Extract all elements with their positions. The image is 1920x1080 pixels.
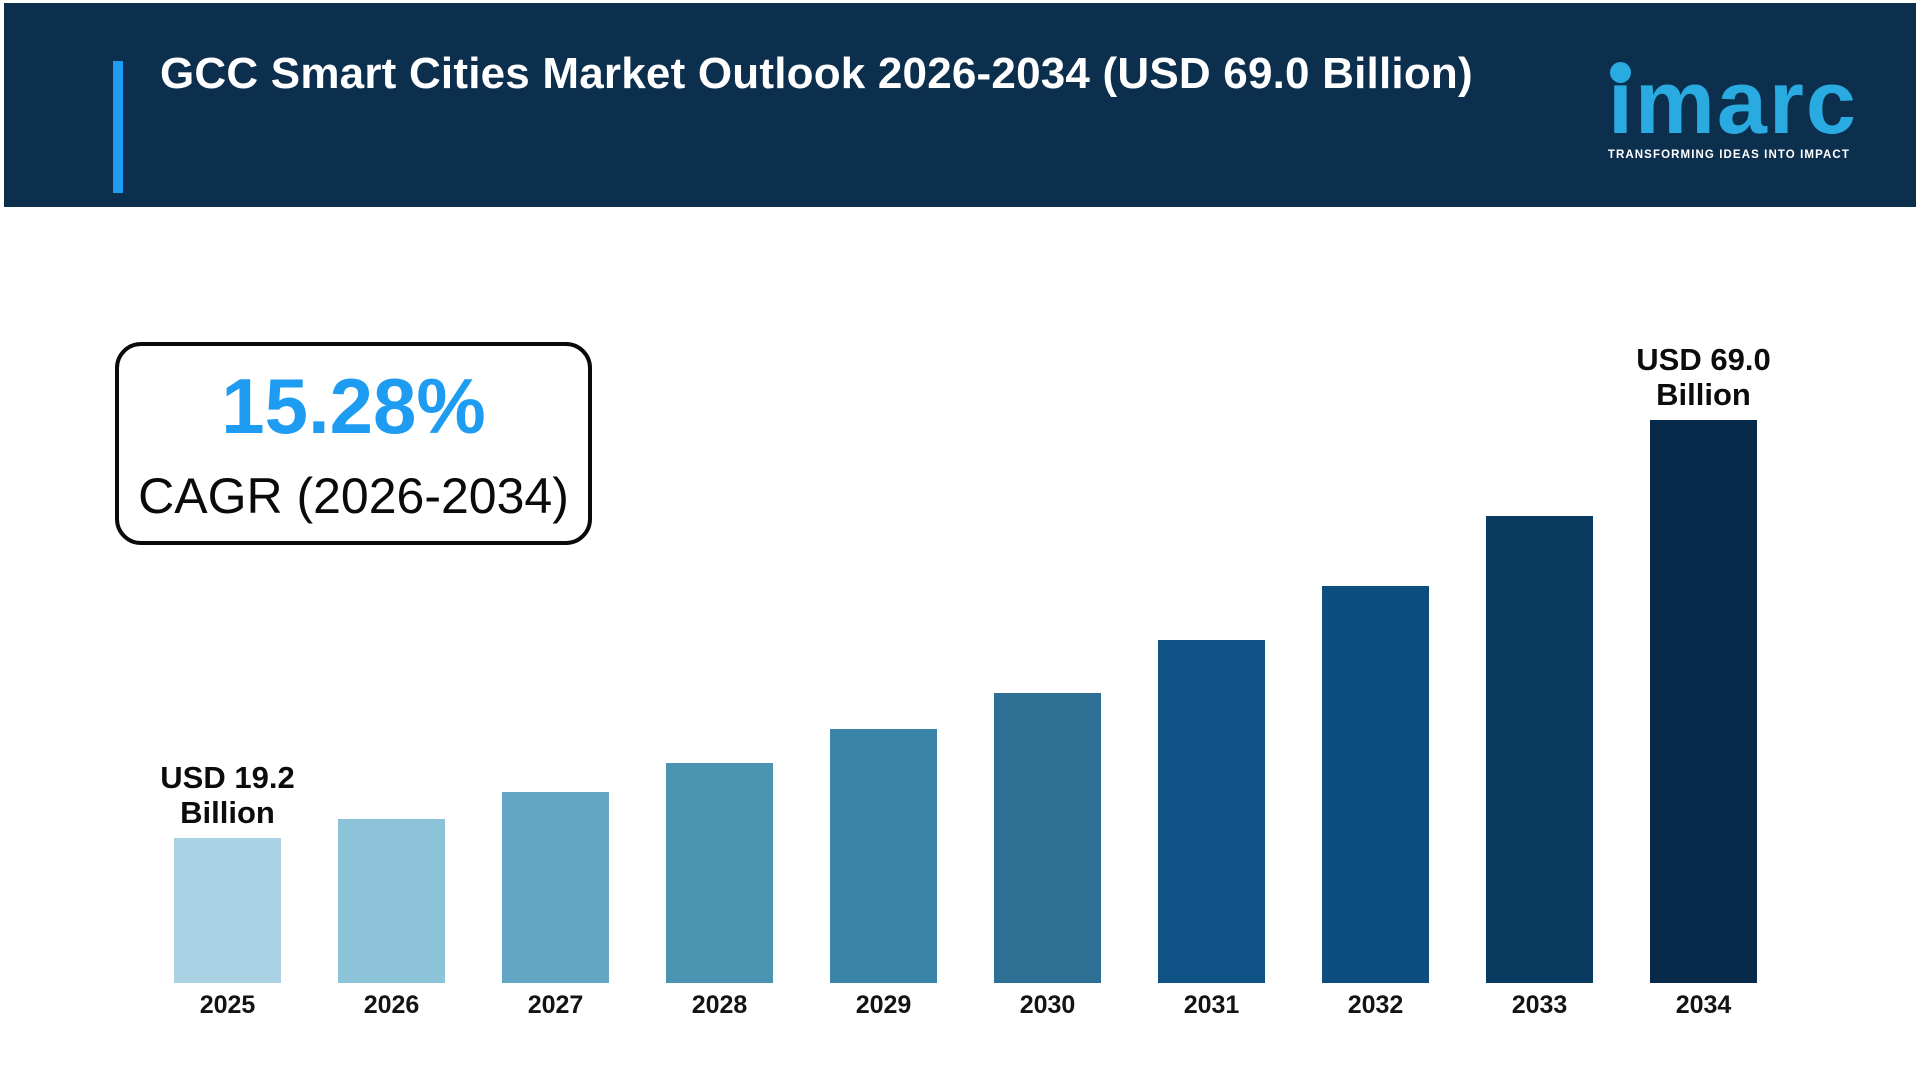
cagr-period-label: CAGR (2026-2034) xyxy=(138,467,569,524)
axis-label-2027: 2027 xyxy=(527,991,584,1019)
bar-2028 xyxy=(666,763,773,983)
bar-chart: USD 19.2 Billion 2025 2026 2027 2028 2029 2030… xyxy=(160,342,1770,1019)
bar-2031 xyxy=(1158,640,1265,983)
axis-label-2034: 2034 xyxy=(1675,991,1732,1019)
header-banner: GCC Smart Cities Market Outlook 2026-203… xyxy=(4,3,1916,207)
bar-2034 xyxy=(1650,420,1757,983)
bar-group-2031: 2031 xyxy=(1158,420,1265,1019)
bar-2033 xyxy=(1486,516,1593,983)
bar-group-2028: 2028 xyxy=(666,420,773,1019)
page-title: GCC Smart Cities Market Outlook 2026-203… xyxy=(160,49,1473,98)
cagr-value: 15.28% xyxy=(221,361,486,450)
bar-group-2025: USD 19.2 Billion 2025 xyxy=(160,420,294,1019)
axis-label-2032: 2032 xyxy=(1347,991,1404,1019)
cagr-box: 15.28% CAGR (2026-2034) xyxy=(115,342,592,545)
bar-2032 xyxy=(1322,586,1429,983)
bar-group-2033: 2033 xyxy=(1486,420,1593,1019)
bar-group-2034: USD 69.0 Billion 2034 xyxy=(1636,342,1770,1019)
axis-label-2028: 2028 xyxy=(691,991,748,1019)
bar-value-label-2025: USD 19.2 Billion xyxy=(160,760,295,830)
bar-group-2027: 2027 xyxy=(502,420,609,1019)
bar-2027 xyxy=(502,792,609,983)
bar-group-2030: 2030 xyxy=(994,420,1101,1019)
bar-value-label-2034: USD 69.0 Billion xyxy=(1636,342,1771,412)
bar-2026 xyxy=(338,819,445,983)
axis-label-2029: 2029 xyxy=(855,991,912,1019)
imarc-logo-tagline: TRANSFORMING IDEAS INTO IMPACT xyxy=(1607,149,1850,161)
imarc-logo-dot-icon xyxy=(1609,62,1631,83)
imarc-logo-text: ımarc xyxy=(1607,53,1858,153)
axis-label-2031: 2031 xyxy=(1183,991,1240,1019)
axis-label-2025: 2025 xyxy=(199,991,256,1019)
axis-label-2030: 2030 xyxy=(1019,991,1076,1019)
bar-group-2029: 2029 xyxy=(830,420,937,1019)
imarc-logo-wordmark: ımarc xyxy=(1608,58,1858,148)
bar-2029 xyxy=(830,729,937,983)
axis-label-2033: 2033 xyxy=(1511,991,1568,1019)
bar-2030 xyxy=(994,693,1101,983)
bar-group-2032: 2032 xyxy=(1322,420,1429,1019)
bar-2025 xyxy=(174,838,281,983)
bar-group-2026: 2026 xyxy=(338,420,445,1019)
axis-label-2026: 2026 xyxy=(363,991,420,1019)
title-accent-bar xyxy=(113,61,123,193)
imarc-logo: ımarc TRANSFORMING IDEAS INTO IMPACT xyxy=(1608,58,1858,161)
